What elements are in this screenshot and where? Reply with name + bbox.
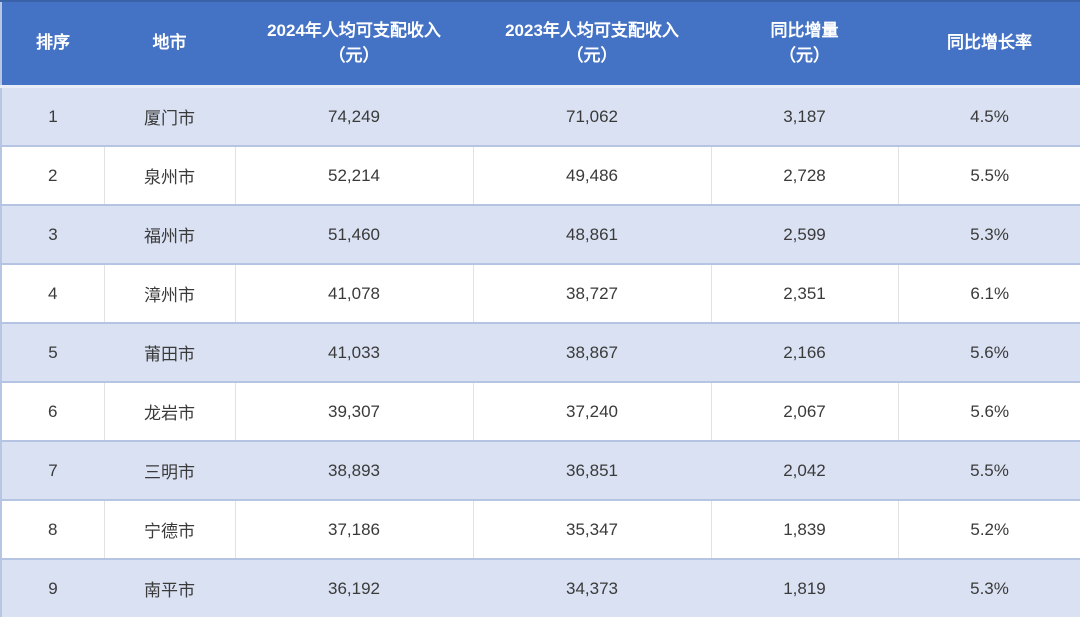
table-body: 1 厦门市 74,249 71,062 3,187 4.5% 2 泉州市 52,… (1, 86, 1080, 617)
cell-increment: 3,187 (711, 86, 898, 147)
cell-city: 三明市 (104, 441, 235, 501)
cell-growth-rate: 5.5% (898, 441, 1080, 501)
cell-increment: 2,351 (710, 264, 898, 324)
cell-income-2024: 51,460 (235, 205, 473, 265)
cell-growth-rate: 5.2% (897, 500, 1080, 560)
cell-income-2024: 41,033 (235, 323, 473, 383)
cell-rank: 8 (1, 500, 104, 560)
cell-income-2024: 38,893 (235, 441, 473, 501)
header-city-label: 地市 (152, 33, 187, 53)
header-growth-rate-label: 同比增长率 (947, 33, 1032, 53)
cell-rank: 6 (1, 382, 104, 442)
cell-city: 泉州市 (103, 146, 235, 206)
cell-income-2023: 37,240 (472, 382, 711, 442)
cell-city: 龙岩市 (103, 382, 235, 442)
cell-rank: 2 (1, 146, 104, 206)
header-income-2024: 2024年人均可支配收入 （元） (235, 0, 473, 88)
header-rank: 排序 (1, 0, 104, 88)
table-row: 4 漳州市 41,078 38,727 2,351 6.1% (1, 264, 1080, 324)
cell-growth-rate: 4.5% (898, 86, 1080, 147)
header-income-2023-line1: 2023年人均可支配收入 (505, 20, 679, 40)
cell-increment: 2,042 (711, 441, 898, 501)
cell-income-2024: 41,078 (234, 264, 473, 324)
table-row: 5 莆田市 41,033 38,867 2,166 5.6% (1, 323, 1080, 383)
cell-city: 莆田市 (104, 323, 235, 383)
table-row: 7 三明市 38,893 36,851 2,042 5.5% (1, 441, 1080, 501)
cell-increment: 2,728 (710, 146, 898, 206)
table-row: 2 泉州市 52,214 49,486 2,728 5.5% (1, 146, 1080, 206)
cell-city: 宁德市 (103, 500, 235, 560)
cell-growth-rate: 5.6% (898, 323, 1080, 383)
cell-income-2023: 35,347 (472, 500, 711, 560)
cell-rank: 1 (1, 86, 104, 147)
cell-growth-rate: 5.3% (898, 205, 1080, 265)
header-row: 排序 地市 2024年人均可支配收入 （元） 2023年人均可支配收入 （元） … (1, 0, 1080, 88)
cell-city: 漳州市 (103, 264, 235, 324)
header-income-2023: 2023年人均可支配收入 （元） (473, 0, 711, 88)
cell-growth-rate: 6.1% (897, 264, 1080, 324)
cell-city: 南平市 (104, 559, 235, 617)
header-increment: 同比增量 （元） (711, 0, 898, 88)
table-row: 3 福州市 51,460 48,861 2,599 5.3% (1, 205, 1080, 265)
cell-income-2023: 38,727 (472, 264, 711, 324)
table-row: 1 厦门市 74,249 71,062 3,187 4.5% (1, 86, 1080, 147)
cell-increment: 1,839 (710, 500, 898, 560)
table-header: 排序 地市 2024年人均可支配收入 （元） 2023年人均可支配收入 （元） … (1, 0, 1080, 88)
cell-income-2024: 52,214 (234, 146, 473, 206)
cell-increment: 2,599 (711, 205, 898, 265)
cell-income-2023: 38,867 (473, 323, 711, 383)
header-income-2024-line2: （元） (328, 45, 380, 65)
cell-increment: 2,067 (710, 382, 898, 442)
cell-rank: 3 (1, 205, 104, 265)
header-city: 地市 (104, 0, 235, 88)
cell-income-2024: 74,249 (235, 86, 473, 147)
cell-rank: 5 (1, 323, 104, 383)
cell-income-2023: 49,486 (472, 146, 711, 206)
cell-city: 福州市 (104, 205, 235, 265)
table-row: 8 宁德市 37,186 35,347 1,839 5.2% (1, 500, 1080, 560)
cell-income-2023: 71,062 (473, 86, 711, 147)
cell-increment: 1,819 (711, 559, 898, 617)
cell-rank: 9 (1, 559, 104, 617)
cell-income-2024: 36,192 (235, 559, 473, 617)
table-row: 9 南平市 36,192 34,373 1,819 5.3% (1, 559, 1080, 617)
header-income-2023-line2: （元） (566, 45, 618, 65)
cell-city: 厦门市 (104, 86, 235, 147)
cell-income-2023: 48,861 (473, 205, 711, 265)
header-income-2024-line1: 2024年人均可支配收入 (267, 20, 441, 40)
cell-growth-rate: 5.5% (897, 146, 1080, 206)
cell-rank: 4 (1, 264, 104, 324)
header-rank-label: 排序 (36, 33, 70, 53)
cell-growth-rate: 5.6% (897, 382, 1080, 442)
cell-income-2023: 34,373 (473, 559, 711, 617)
header-increment-line2: （元） (779, 45, 830, 65)
header-increment-line1: 同比增量 (770, 20, 839, 40)
cell-growth-rate: 5.3% (898, 559, 1080, 617)
cell-income-2023: 36,851 (473, 441, 711, 501)
cell-increment: 2,166 (711, 323, 898, 383)
table-row: 6 龙岩市 39,307 37,240 2,067 5.6% (1, 382, 1080, 442)
cell-rank: 7 (1, 441, 104, 501)
header-growth-rate: 同比增长率 (898, 0, 1080, 88)
cell-income-2024: 39,307 (234, 382, 473, 442)
cell-income-2024: 37,186 (234, 500, 473, 560)
